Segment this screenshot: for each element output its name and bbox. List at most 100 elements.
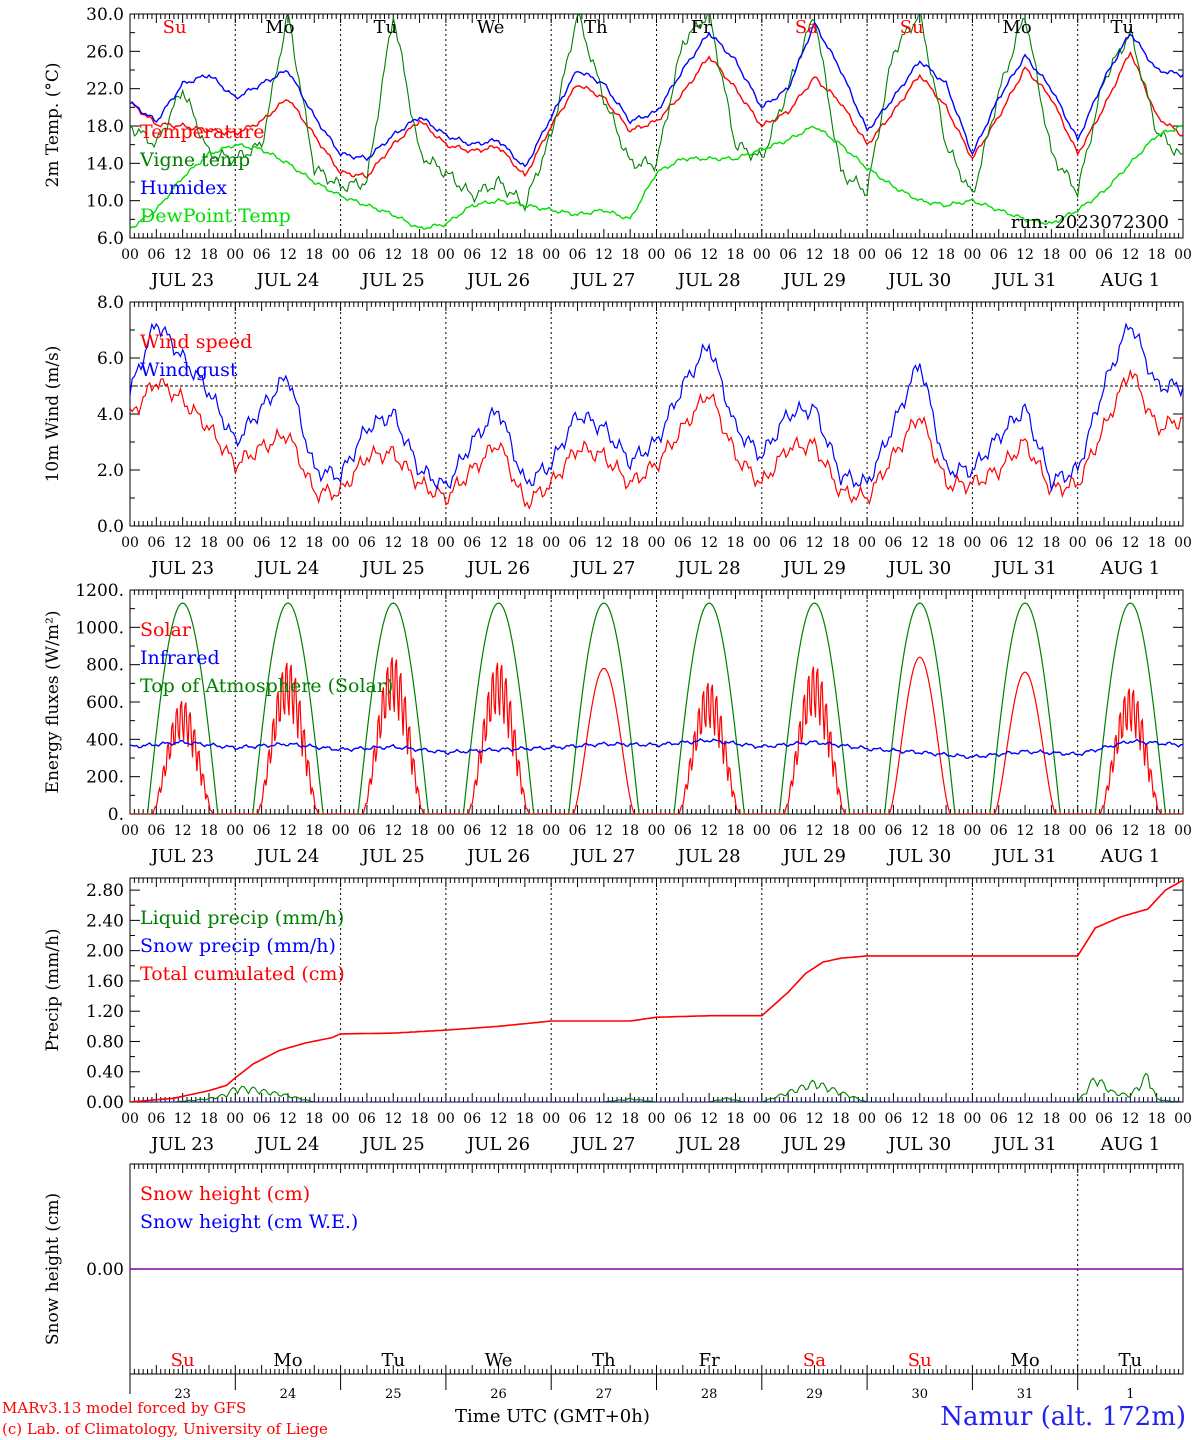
panel-1: 6.0 10.0 14.0 18.0 22.0 26.0 30.0 2m Temp. (°C)…	[43, 5, 1192, 291]
hour-label: 12	[490, 247, 508, 263]
weekday-label: Fr	[691, 17, 712, 38]
hour-label: 12	[911, 1111, 929, 1127]
hour-label: 00	[1069, 247, 1087, 263]
hour-label: 06	[779, 1111, 797, 1127]
hour-label: 00	[963, 247, 981, 263]
time-axis-label: Time UTC (GMT+0h)	[455, 1406, 650, 1427]
legend-entry: Wind gust	[140, 359, 238, 381]
hour-label: 00	[437, 823, 455, 839]
hour-label: 00	[753, 1111, 771, 1127]
y-tick-label: 18.0	[86, 117, 124, 137]
hour-label: 00	[1174, 1111, 1192, 1127]
series-group	[130, 322, 1183, 510]
hour-label: 00	[648, 1111, 666, 1127]
hour-label: 00	[437, 1111, 455, 1127]
legend-entry: Infrared	[140, 647, 220, 669]
hour-label: 18	[832, 823, 850, 839]
hour-label: 12	[595, 535, 613, 551]
hour-label: 18	[200, 247, 218, 263]
date-label: JUL 31	[992, 846, 1057, 867]
date-label: JUL 23	[149, 1134, 214, 1155]
date-label: JUL 26	[465, 1134, 530, 1155]
hour-label: 18	[200, 1111, 218, 1127]
hour-label: 06	[885, 247, 903, 263]
hour-label: 18	[305, 535, 323, 551]
hour-label: 18	[1042, 823, 1060, 839]
hour-label: 00	[332, 823, 350, 839]
hour-label: 06	[147, 823, 165, 839]
hour-label: 06	[885, 823, 903, 839]
y-tick-label: 200.	[86, 768, 124, 788]
hour-label: 18	[1148, 535, 1166, 551]
weekday-label: Mo	[273, 1350, 302, 1371]
date-label: JUL 25	[360, 846, 425, 867]
y-tick-label: 30.0	[86, 5, 124, 25]
date-label: JUL 30	[886, 846, 951, 867]
y-tick-label: 0.80	[86, 1032, 124, 1052]
hour-label: 12	[700, 823, 718, 839]
hour-label: 18	[516, 535, 534, 551]
hour-label: 18	[200, 823, 218, 839]
date-label: JUL 24	[254, 846, 319, 867]
panel-5: 0.00 Snow height (cm) Su 23 Mo 24 Tu 25 We 26 Th 27…	[43, 1163, 1184, 1402]
panel-3: 0. 200. 400. 600. 800. 1000. 1200. Energy fluxe…	[43, 581, 1192, 867]
weekday-label: Th	[584, 17, 608, 38]
hour-label: 06	[147, 1111, 165, 1127]
weekday-label: Mo	[265, 17, 294, 38]
hour-label: 18	[621, 823, 639, 839]
date-label: JUL 23	[149, 558, 214, 579]
hour-label: 00	[542, 823, 560, 839]
hour-label: 00	[1174, 535, 1192, 551]
hour-label: 12	[174, 823, 192, 839]
hour-label: 00	[121, 535, 139, 551]
date-label: JUL 30	[886, 558, 951, 579]
day-number: 28	[701, 1387, 718, 1402]
date-label: JUL 26	[465, 846, 530, 867]
hour-label: 06	[253, 247, 271, 263]
date-label: JUL 26	[465, 558, 530, 579]
hour-label: 18	[305, 1111, 323, 1127]
day-number: 24	[280, 1387, 297, 1402]
y-tick-label: 6.0	[97, 229, 124, 249]
date-label: JUL 29	[781, 270, 846, 291]
y-tick-label: 6.0	[97, 349, 124, 369]
footer-credits: MARv3.13 model forced by GFS (c) Lab. of…	[2, 1398, 328, 1440]
weekday-label: Mo	[1002, 17, 1031, 38]
hour-label: 06	[463, 1111, 481, 1127]
hour-label: 18	[411, 1111, 429, 1127]
hour-label: 06	[147, 247, 165, 263]
date-label: JUL 29	[781, 846, 846, 867]
hour-label: 18	[516, 247, 534, 263]
date-label: JUL 29	[781, 1134, 846, 1155]
hour-label: 00	[963, 535, 981, 551]
date-label: JUL 25	[360, 270, 425, 291]
hour-label: 00	[332, 247, 350, 263]
y-tick-label: 4.0	[97, 405, 124, 425]
hour-label: 00	[121, 1111, 139, 1127]
series-line-3	[130, 21, 1183, 168]
day-number: 31	[1017, 1387, 1034, 1402]
hour-label: 12	[806, 1111, 824, 1127]
date-label: JUL 24	[254, 1134, 319, 1155]
hour-label: 06	[358, 247, 376, 263]
legend-entry: Snow precip (mm/h)	[140, 935, 336, 957]
y-tick-label: 2.80	[86, 881, 124, 901]
hour-label: 00	[963, 823, 981, 839]
y-tick-label: 10.0	[86, 192, 124, 212]
legend-entry: Vigne temp	[139, 149, 250, 171]
y-tick-label: 8.0	[97, 293, 124, 313]
hour-label: 06	[990, 823, 1008, 839]
hour-label: 12	[279, 1111, 297, 1127]
y-axis-title: Energy fluxes (W/m²)	[43, 611, 63, 794]
weekday-label: Su	[163, 17, 187, 38]
date-label: JUL 31	[992, 270, 1057, 291]
date-label: JUL 29	[781, 558, 846, 579]
hour-label: 00	[542, 247, 560, 263]
hour-label: 18	[200, 535, 218, 551]
hour-label: 06	[674, 247, 692, 263]
series-line-3	[130, 879, 1183, 1102]
series-group	[130, 602, 1183, 814]
date-label: JUL 31	[992, 558, 1057, 579]
hour-label: 12	[595, 247, 613, 263]
